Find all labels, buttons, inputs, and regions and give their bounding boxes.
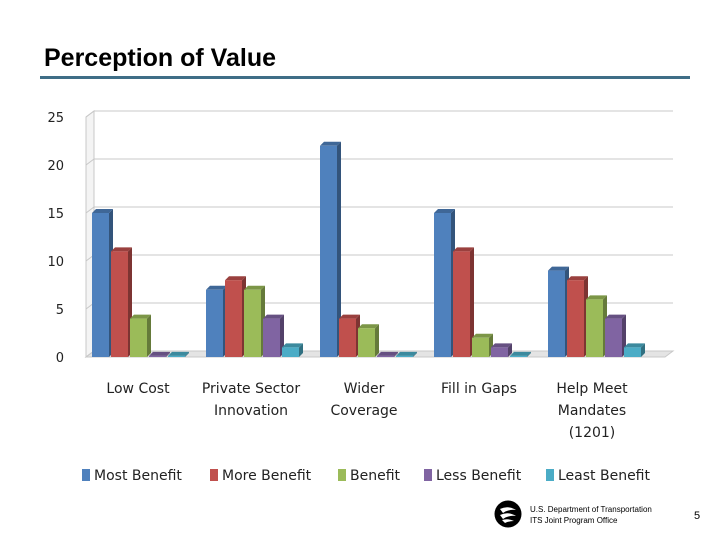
y-tick-label: 15	[47, 207, 64, 222]
bar-top	[206, 285, 227, 290]
legend-label: Most Benefit	[94, 468, 182, 484]
bar-side	[470, 247, 474, 357]
bar	[510, 355, 527, 357]
slide-title: Perception of Value	[44, 44, 277, 72]
bar	[225, 280, 242, 357]
bar-top	[472, 333, 493, 338]
page-number: 5	[694, 510, 701, 522]
legend-swatch	[338, 469, 346, 481]
bar-top	[358, 324, 379, 329]
x-tick-label: Wider	[344, 381, 385, 397]
bar-top	[567, 276, 588, 281]
legend-label: Benefit	[350, 468, 401, 484]
x-tick-label: (1201)	[569, 425, 616, 441]
x-tick-label: Mandates	[558, 403, 626, 419]
x-tick-label: Private Sector	[202, 381, 301, 397]
gridline-depth	[85, 158, 95, 166]
bar	[244, 289, 261, 357]
legend-label: Less Benefit	[436, 468, 522, 484]
bar-top	[149, 351, 170, 356]
bar-top	[396, 351, 417, 356]
bar	[263, 318, 280, 357]
legend-swatch	[82, 469, 90, 481]
bar-top	[548, 266, 569, 271]
bar	[491, 347, 508, 357]
title-underline	[40, 76, 690, 79]
footer-department: U.S. Department of Transportation ITS Jo…	[530, 504, 652, 526]
y-tick-label: 10	[47, 255, 64, 270]
bar	[567, 280, 584, 357]
bar	[396, 355, 413, 357]
bar	[453, 251, 470, 357]
bar-top	[111, 247, 132, 252]
bar	[111, 251, 128, 357]
bar	[434, 213, 451, 357]
bar	[339, 318, 356, 357]
x-tick-label: Fill in Gaps	[441, 381, 517, 397]
bar	[168, 355, 185, 357]
x-tick-label: Help Meet	[556, 381, 628, 397]
bar	[92, 213, 109, 357]
bar-side	[337, 141, 341, 357]
bar-side	[166, 351, 170, 357]
x-tick-label: Innovation	[214, 403, 288, 419]
bar-top	[491, 343, 512, 348]
bar-top	[624, 343, 645, 348]
bar	[586, 299, 603, 357]
bar-top	[92, 209, 113, 213]
bar	[130, 318, 147, 357]
gridline-depth	[85, 206, 95, 214]
bar	[358, 328, 375, 357]
usdot-logo-icon	[494, 500, 522, 528]
bar	[149, 355, 166, 357]
y-tick-label: 25	[47, 111, 64, 126]
bar-top	[130, 314, 151, 319]
bar-top	[377, 351, 398, 356]
legend-swatch	[424, 469, 432, 481]
bar-top	[605, 314, 626, 319]
bar-side	[394, 351, 398, 357]
bar-side	[413, 351, 417, 357]
bar	[472, 337, 489, 357]
bar-top	[263, 314, 284, 319]
legend-label: More Benefit	[222, 468, 312, 484]
legend-label: Least Benefit	[558, 468, 651, 484]
bar	[377, 355, 394, 357]
bar-side	[299, 343, 303, 357]
y-tick-label: 0	[56, 351, 64, 366]
bar-side	[185, 351, 189, 357]
y-tick-label: 5	[56, 303, 64, 318]
x-tick-label: Coverage	[330, 403, 397, 419]
legend-swatch	[210, 469, 218, 481]
bar-side	[375, 324, 379, 357]
x-tick-label: Low Cost	[106, 381, 170, 397]
bar-top	[168, 351, 189, 356]
gridline-depth	[85, 110, 95, 118]
bar-top	[320, 141, 341, 146]
bar-side	[147, 314, 151, 357]
bar-top	[244, 285, 265, 290]
bar-side	[527, 351, 531, 357]
footer-line-2: ITS Joint Program Office	[530, 516, 618, 525]
bar-top	[225, 276, 246, 281]
bar-side	[508, 343, 512, 357]
bar	[624, 347, 641, 357]
bar-top	[434, 209, 455, 213]
footer-line-1: U.S. Department of Transportation	[530, 505, 652, 514]
bar-top	[282, 343, 303, 348]
bar-top	[510, 351, 531, 356]
bar	[282, 347, 299, 357]
bar	[320, 145, 337, 357]
bar-top	[453, 247, 474, 252]
bar-side	[641, 343, 645, 357]
bar-top	[586, 295, 607, 300]
bar	[605, 318, 622, 357]
bar	[206, 289, 223, 357]
bar-top	[339, 314, 360, 319]
bar	[548, 270, 565, 357]
legend-swatch	[546, 469, 554, 481]
y-tick-label: 20	[47, 159, 64, 174]
